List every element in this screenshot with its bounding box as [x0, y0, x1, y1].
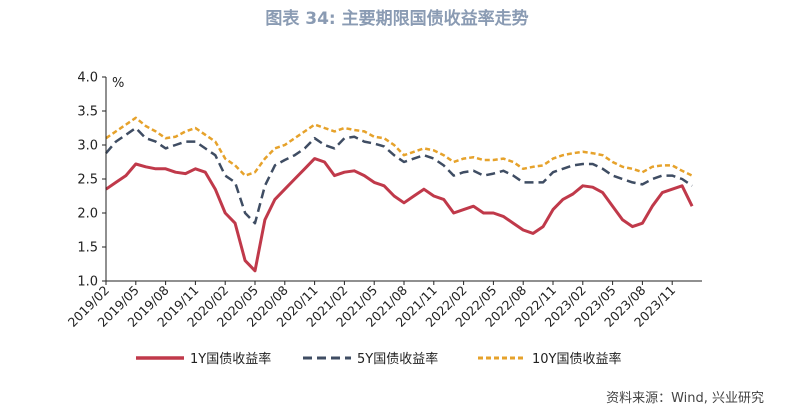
series-line-1: [105, 157, 694, 273]
y-tick-label: 2.5: [77, 173, 98, 188]
legend-label-1: 1Y国债收益率: [190, 351, 271, 367]
chart-title: 图表 34: 主要期限国债收益率走势: [265, 8, 528, 29]
legend-label-3: 10Y国债收益率: [532, 351, 621, 367]
series-line-3: [105, 116, 693, 177]
axis-lines: [105, 77, 702, 282]
y-tick-label: 3.0: [77, 139, 98, 154]
source-note: 资料来源：Wind, 兴业研究: [606, 391, 764, 406]
plot-area: [105, 116, 694, 273]
legend-label-2: 5Y国债收益率: [357, 351, 438, 367]
y-tick-label: 1.5: [77, 241, 98, 256]
y-tick-label: 2.0: [77, 207, 98, 222]
y-tick-label: 1.0: [77, 275, 98, 290]
y-tick-label: 3.5: [77, 105, 98, 120]
x-axis: 2019/022019/052019/082019/112020/022020/…: [65, 281, 678, 330]
series-line-2: [105, 126, 693, 225]
y-axis-unit: %: [112, 76, 124, 91]
y-tick-label: 4.0: [77, 71, 98, 86]
legend: 1Y国债收益率 5Y国债收益率 10Y国债收益率: [136, 351, 621, 367]
y-axis: 1.0 1.5 2.0 2.5 3.0 3.5 4.0: [77, 71, 106, 290]
